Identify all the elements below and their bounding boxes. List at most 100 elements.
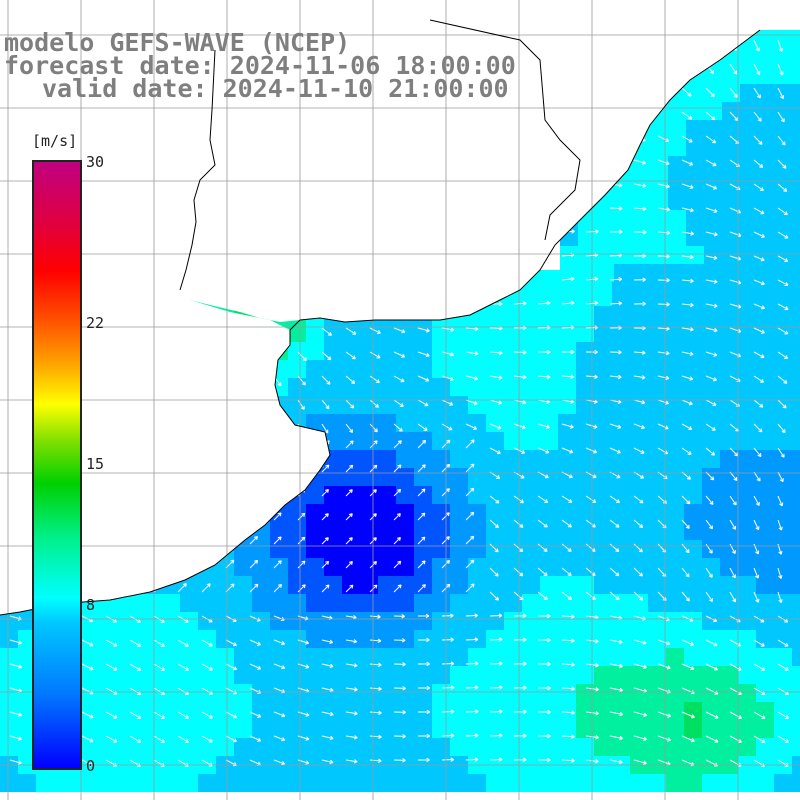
wind-speed-cell xyxy=(540,612,558,630)
wind-arrow xyxy=(489,350,503,356)
wind-speed-cell xyxy=(576,432,594,450)
wind-arrow xyxy=(393,560,402,569)
wind-speed-cell xyxy=(360,342,378,360)
wind-speed-cell xyxy=(270,540,288,558)
wind-arrow xyxy=(657,663,671,670)
wind-arrow xyxy=(273,711,286,718)
wind-arrow xyxy=(777,135,786,146)
wind-speed-cell xyxy=(648,396,666,414)
wind-speed-cell xyxy=(774,684,792,702)
wind-speed-cell xyxy=(450,414,468,432)
wind-speed-cell xyxy=(740,84,758,102)
wind-arrow xyxy=(513,519,524,528)
coastline-west xyxy=(0,319,331,616)
wind-speed-cell xyxy=(504,630,522,648)
wind-speed-cell xyxy=(722,84,740,102)
wind-arrow xyxy=(657,207,671,212)
wind-arrow xyxy=(753,135,763,145)
wind-speed-cell xyxy=(576,324,594,342)
wind-speed-cell xyxy=(686,102,704,120)
wind-speed-cell xyxy=(360,522,378,540)
wind-arrow xyxy=(585,423,598,429)
wind-speed-cell xyxy=(486,594,504,612)
wind-speed-cell xyxy=(612,630,630,648)
wind-speed-cell xyxy=(776,84,794,102)
wind-speed-cell xyxy=(756,342,774,360)
wind-speed-cell xyxy=(758,84,776,102)
wind-speed-cell xyxy=(702,288,720,306)
wind-speed-cell xyxy=(668,174,686,192)
wind-speed-cell xyxy=(306,648,324,666)
wind-speed-cell xyxy=(648,450,666,468)
wind-arrow xyxy=(345,327,357,335)
wind-speed-cell xyxy=(396,432,414,450)
wind-speed-cell xyxy=(612,594,630,612)
wind-speed-cell xyxy=(666,630,684,648)
wind-arrow xyxy=(633,567,643,577)
wind-speed-cell xyxy=(486,468,504,486)
wind-speed-cell xyxy=(558,450,576,468)
wind-speed-cell xyxy=(792,522,800,540)
wind-speed-cell xyxy=(684,360,702,378)
wind-speed-cell xyxy=(18,666,36,684)
wind-arrow xyxy=(513,709,527,715)
wind-speed-cell xyxy=(0,648,18,666)
wind-arrow xyxy=(417,637,430,643)
wind-arrow xyxy=(753,471,761,482)
wind-speed-cell xyxy=(18,738,36,756)
wind-speed-cell xyxy=(594,342,612,360)
wind-arrow xyxy=(513,591,524,601)
wind-speed-cell xyxy=(162,666,180,684)
wind-arrow xyxy=(609,399,622,405)
wind-speed-cell xyxy=(558,360,576,378)
wind-speed-cell xyxy=(396,648,414,666)
wind-speed-cell xyxy=(540,738,558,756)
wind-arrow xyxy=(777,327,789,335)
wind-speed-cell xyxy=(594,774,612,792)
wind-speed-cell xyxy=(198,720,216,738)
wind-speed-cell xyxy=(738,558,756,576)
wind-arrow xyxy=(201,711,214,719)
wind-arrow xyxy=(633,735,648,741)
wind-speed-cell xyxy=(486,702,504,720)
wind-arrow xyxy=(249,487,259,497)
wind-arrow xyxy=(369,662,382,668)
wind-arrow xyxy=(609,159,623,165)
wind-arrow xyxy=(489,637,503,642)
wind-arrow xyxy=(513,637,527,643)
wind-arrow xyxy=(393,488,402,497)
wind-arrow xyxy=(537,567,548,577)
wind-speed-cell xyxy=(756,306,774,324)
wind-speed-cell xyxy=(756,594,774,612)
wind-speed-cell xyxy=(702,720,720,738)
wind-speed-cell xyxy=(774,378,792,396)
wind-speed-cell xyxy=(774,288,792,306)
wind-speed-cell xyxy=(108,630,126,648)
wind-arrow xyxy=(273,639,286,646)
wind-speed-cell xyxy=(722,102,740,120)
wind-speed-cell xyxy=(252,684,270,702)
wind-arrow xyxy=(465,535,475,545)
wind-speed-cell xyxy=(648,486,666,504)
wind-arrow xyxy=(465,661,479,666)
wind-speed-cell xyxy=(738,342,756,360)
wind-speed-cell xyxy=(18,648,36,666)
wind-arrow xyxy=(465,757,479,762)
wind-speed-cell xyxy=(774,486,792,504)
wind-speed-cell xyxy=(792,414,800,432)
wind-speed-cell xyxy=(450,432,468,450)
wind-speed-cell xyxy=(18,684,36,702)
wind-speed-cell xyxy=(722,156,740,174)
wind-speed-cell xyxy=(666,720,684,738)
wind-arrow xyxy=(681,543,690,554)
wind-speed-cell xyxy=(504,306,522,324)
wind-speed-cell xyxy=(486,558,504,576)
wind-speed-cell xyxy=(216,666,234,684)
wind-arrow xyxy=(681,519,690,529)
wind-arrow xyxy=(369,327,381,334)
wind-speed-cell xyxy=(378,360,396,378)
wind-arrow xyxy=(561,638,575,643)
wind-speed-cell xyxy=(252,648,270,666)
wind-arrow xyxy=(537,733,551,739)
wind-arrow xyxy=(273,464,282,473)
